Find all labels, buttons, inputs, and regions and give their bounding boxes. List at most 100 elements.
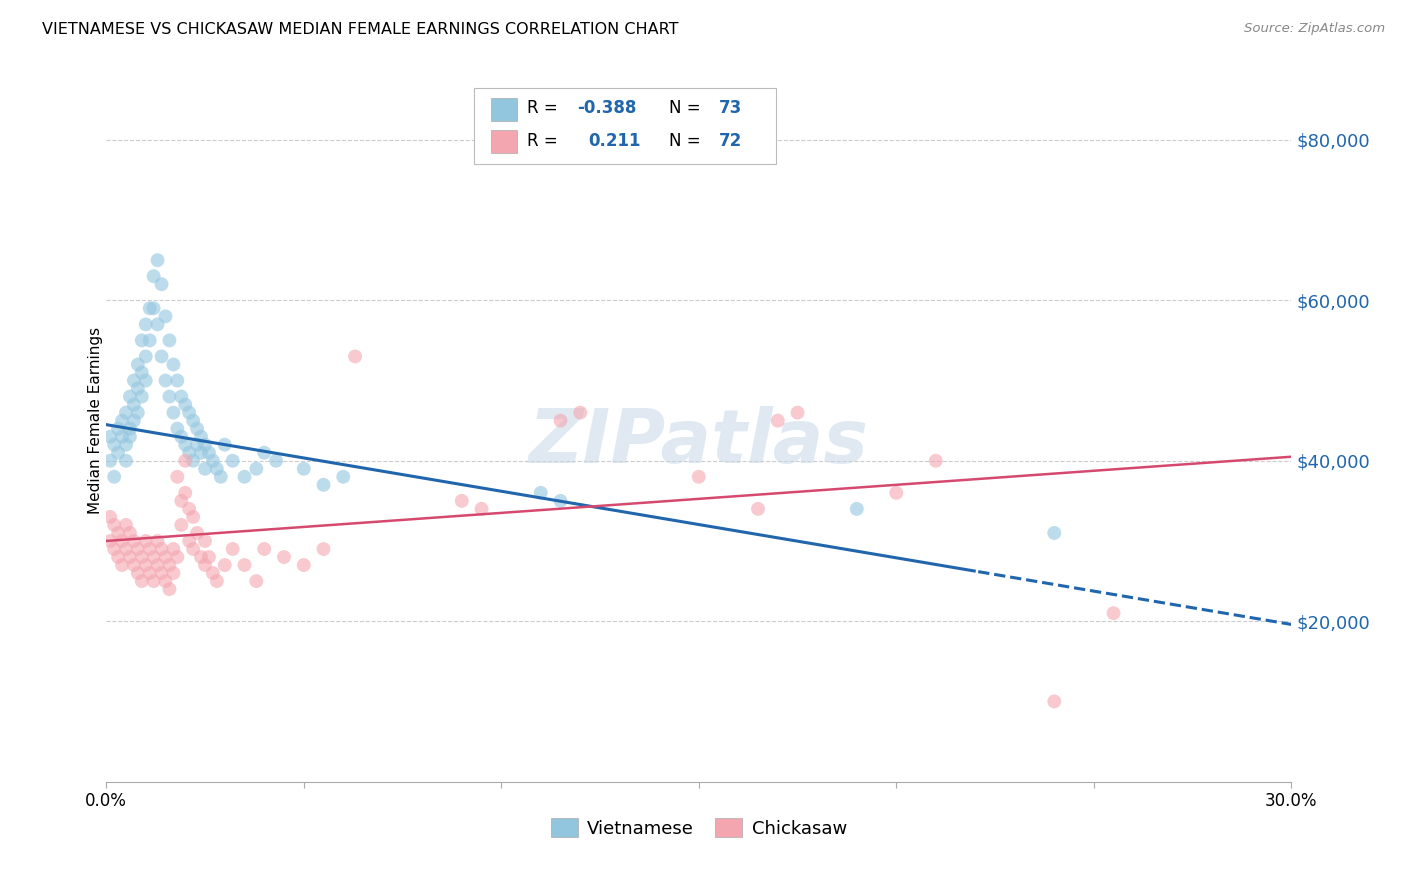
Point — [198, 446, 221, 460]
Point — [194, 438, 217, 452]
Point — [332, 470, 354, 484]
Point — [103, 470, 125, 484]
Point — [131, 390, 153, 404]
Text: N =: N = — [669, 132, 706, 150]
Point — [292, 462, 315, 476]
Point — [146, 318, 169, 332]
Point — [127, 358, 149, 372]
Point — [550, 494, 572, 508]
Point — [312, 478, 335, 492]
Point — [245, 574, 267, 588]
Point — [186, 525, 208, 540]
Point — [170, 517, 193, 532]
Point — [214, 558, 236, 572]
Point — [131, 574, 153, 588]
Point — [245, 462, 267, 476]
Point — [107, 549, 129, 564]
Point — [209, 470, 232, 484]
Point — [122, 374, 145, 388]
Point — [142, 574, 165, 588]
Point — [103, 517, 125, 532]
Point — [1043, 694, 1066, 708]
Point — [845, 501, 868, 516]
Point — [138, 541, 160, 556]
Text: N =: N = — [669, 99, 706, 117]
Point — [131, 366, 153, 380]
Point — [159, 558, 181, 572]
Point — [155, 574, 177, 588]
Point — [142, 269, 165, 284]
Point — [118, 390, 141, 404]
Point — [159, 390, 181, 404]
Point — [155, 549, 177, 564]
Point — [166, 422, 188, 436]
Point — [142, 301, 165, 316]
Point — [166, 549, 188, 564]
Point — [127, 382, 149, 396]
Legend: Vietnamese, Chickasaw: Vietnamese, Chickasaw — [544, 811, 853, 845]
Point — [344, 350, 367, 364]
Point — [292, 558, 315, 572]
Point — [107, 446, 129, 460]
Point — [198, 549, 221, 564]
Point — [190, 446, 212, 460]
Point — [111, 414, 134, 428]
Point — [179, 406, 201, 420]
Point — [194, 558, 217, 572]
Point — [166, 374, 188, 388]
Point — [122, 533, 145, 548]
Point — [138, 301, 160, 316]
Point — [115, 406, 138, 420]
Point — [111, 558, 134, 572]
Point — [233, 470, 256, 484]
Point — [186, 438, 208, 452]
Point — [884, 486, 907, 500]
Point — [146, 533, 169, 548]
Point — [273, 549, 295, 564]
Point — [766, 414, 789, 428]
Point — [107, 525, 129, 540]
Point — [194, 533, 217, 548]
Y-axis label: Median Female Earnings: Median Female Earnings — [87, 327, 103, 514]
Point — [312, 541, 335, 556]
Point — [131, 334, 153, 348]
Point — [179, 446, 201, 460]
Point — [146, 558, 169, 572]
Point — [107, 422, 129, 436]
Point — [179, 533, 201, 548]
Point — [115, 454, 138, 468]
Point — [179, 501, 201, 516]
Point — [118, 422, 141, 436]
Point — [166, 470, 188, 484]
Point — [127, 566, 149, 580]
Point — [103, 438, 125, 452]
Point — [450, 494, 472, 508]
Point — [786, 406, 808, 420]
Point — [264, 454, 287, 468]
Point — [170, 494, 193, 508]
Point — [221, 454, 243, 468]
Point — [122, 558, 145, 572]
Point — [122, 414, 145, 428]
Point — [550, 414, 572, 428]
Point — [159, 582, 181, 596]
Point — [150, 350, 173, 364]
Point — [135, 350, 157, 364]
Point — [159, 334, 181, 348]
Point — [174, 438, 197, 452]
Point — [155, 310, 177, 324]
Point — [122, 398, 145, 412]
Point — [530, 486, 553, 500]
Text: R =: R = — [527, 99, 562, 117]
Point — [181, 414, 204, 428]
Point — [214, 438, 236, 452]
Point — [138, 566, 160, 580]
Point — [747, 501, 769, 516]
Point — [118, 525, 141, 540]
Point — [98, 509, 121, 524]
Point — [253, 446, 276, 460]
Point — [221, 541, 243, 556]
Point — [186, 422, 208, 436]
Point — [115, 541, 138, 556]
Point — [181, 541, 204, 556]
